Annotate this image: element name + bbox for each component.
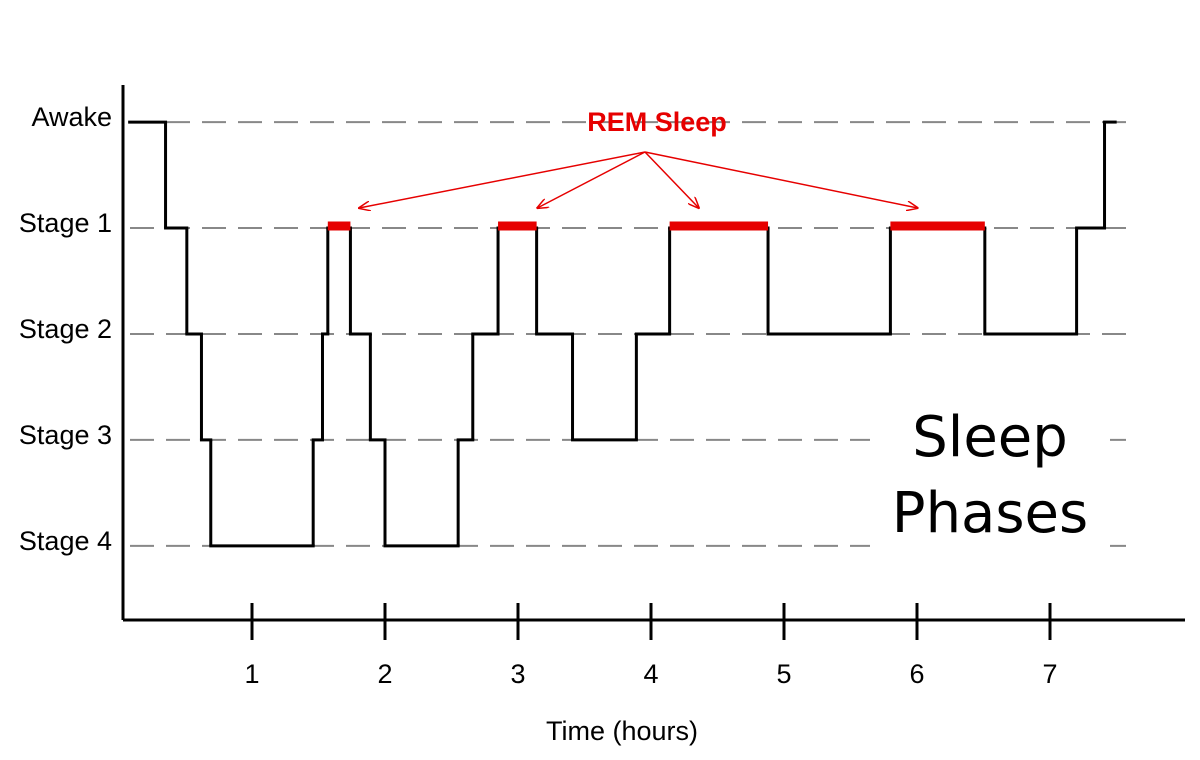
rem-arrow: [644, 151, 699, 208]
x-tick-label: 2: [377, 659, 392, 689]
rem-label: REM Sleep: [587, 107, 727, 137]
y-tick-label: Stage 4: [19, 526, 112, 556]
x-axis-label: Time (hours): [546, 716, 698, 746]
x-tick-label: 7: [1042, 659, 1057, 689]
y-tick-label: Stage 3: [19, 420, 112, 450]
y-tick-label: Stage 2: [19, 314, 112, 344]
x-tick-label: 4: [643, 659, 658, 689]
y-tick-label: Stage 1: [19, 208, 112, 238]
rem-arrow: [537, 151, 646, 208]
y-tick-label: Awake: [31, 102, 112, 132]
rem-arrow: [644, 151, 918, 208]
big-label: Sleep Phases: [870, 400, 1110, 552]
x-tick-label: 3: [510, 659, 525, 689]
x-tick-label: 5: [776, 659, 791, 689]
rem-arrow: [359, 151, 646, 208]
x-tick-label: 1: [244, 659, 259, 689]
x-tick-label: 6: [909, 659, 924, 689]
